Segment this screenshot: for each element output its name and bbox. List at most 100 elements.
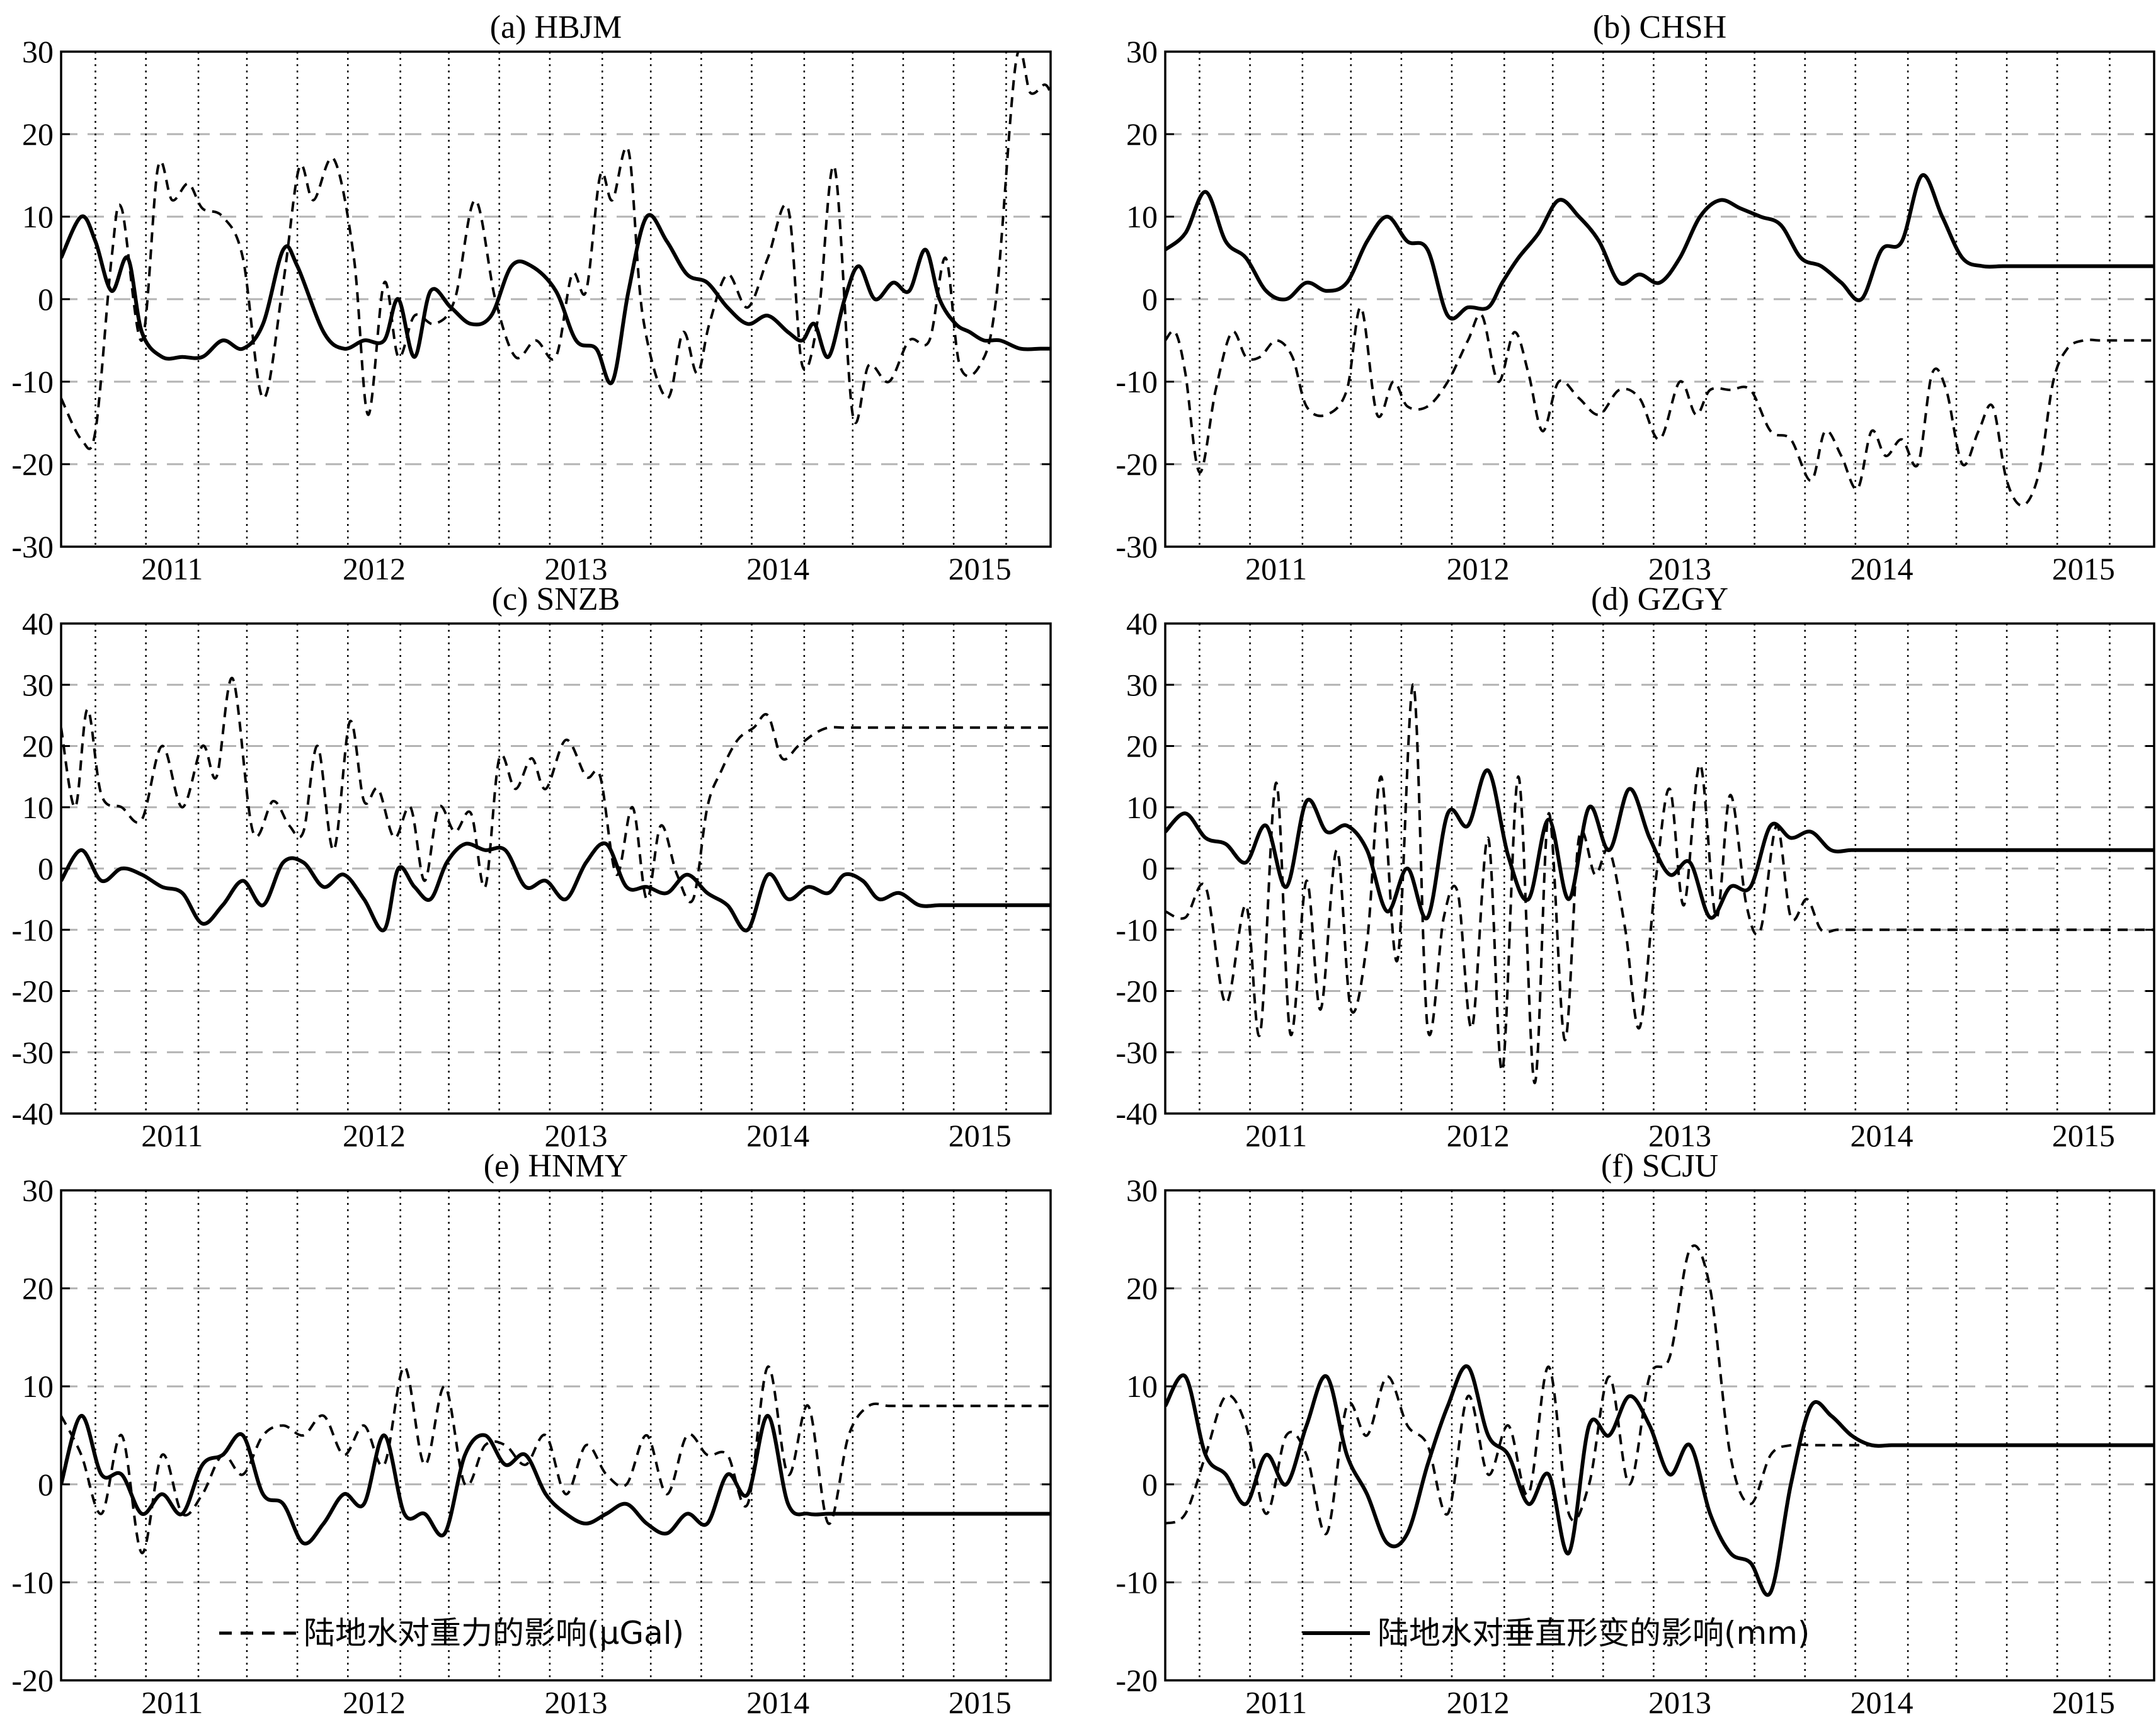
y-tick-label: 0	[1142, 282, 1158, 317]
x-tick-label: 2015	[949, 1118, 1012, 1153]
y-tick-label: -10	[1115, 912, 1158, 947]
plot-frame	[60, 1189, 1052, 1682]
y-tick-label: -20	[1115, 447, 1158, 482]
x-tick-label: 2012	[343, 551, 406, 586]
x-tick-label: 2012	[1447, 1685, 1510, 1720]
chart-panel-4: 40 30 20 10 0 -10 -20 -30 -40 2011 2012 2013 2014 201…	[1115, 581, 2155, 1153]
x-tick-label: 2015	[2052, 551, 2115, 586]
x-tick-label: 2012	[1447, 551, 1510, 586]
legend-gravity: 陆地水对重力的影响(μGal)	[219, 1615, 684, 1651]
y-tick-label: 10	[1126, 1369, 1158, 1404]
x-tick-label: 2014	[1850, 551, 1913, 586]
x-tick-label: 2014	[1850, 1118, 1913, 1153]
y-tick-label: 0	[38, 282, 54, 317]
y-tick-label: 20	[1126, 729, 1158, 764]
x-tick-label: 2013	[1648, 1685, 1711, 1720]
y-tick-label: -30	[1115, 529, 1158, 564]
y-tick-label: -30	[1115, 1035, 1158, 1070]
y-tick-label: -40	[1115, 1096, 1158, 1131]
x-tick-label: 2015	[2052, 1685, 2115, 1720]
y-tick-label: -20	[1115, 974, 1158, 1009]
gravity-series-line	[1165, 1244, 2154, 1535]
y-tick-label: 30	[22, 1173, 54, 1208]
panel-title: (e) HNMY	[484, 1148, 629, 1184]
y-tick-label: 10	[22, 790, 54, 825]
deformation-series-line	[61, 841, 1051, 933]
plot-frame	[1164, 1189, 2155, 1682]
y-tick-label: 20	[22, 1271, 54, 1306]
y-tick-label: -40	[11, 1096, 54, 1131]
x-tick-label: 2015	[949, 1685, 1012, 1720]
x-tick-label: 2013	[545, 1685, 608, 1720]
gravity-series-line	[61, 52, 1051, 450]
y-tick-label: 0	[38, 851, 54, 886]
chart-panel-6: 30 20 10 0 -10 -20 2011 2012 2013 2014 2015 (f) SCJ…	[1115, 1148, 2155, 1720]
chart-panel-5: 30 20 10 0 -10 -20 2011 2012 2013 2014 2015 (e) HNM…	[11, 1148, 1052, 1720]
y-tick-label: 10	[1126, 199, 1158, 234]
deformation-series-line	[1165, 768, 2154, 921]
y-tick-label: -10	[1115, 364, 1158, 399]
y-tick-label: -10	[11, 364, 54, 399]
y-tick-label: 30	[1126, 34, 1158, 69]
y-tick-label: 20	[22, 117, 54, 152]
x-tick-label: 2014	[1850, 1685, 1913, 1720]
y-tick-label: 0	[1142, 851, 1158, 886]
x-tick-label: 2011	[141, 1685, 203, 1720]
y-tick-label: -30	[11, 1035, 54, 1070]
panel-title: (f) SCJU	[1601, 1148, 1718, 1184]
y-tick-label: -20	[11, 974, 54, 1009]
y-tick-label: 10	[1126, 790, 1158, 825]
x-tick-label: 2011	[141, 551, 203, 586]
gravity-series-line	[61, 1365, 1051, 1554]
panel-title: (d) GZGY	[1591, 581, 1728, 617]
panel-title: (a) HBJM	[490, 9, 622, 45]
x-tick-label: 2013	[1648, 1118, 1711, 1153]
y-tick-label: 40	[1126, 606, 1158, 641]
x-tick-label: 2012	[1447, 1118, 1510, 1153]
y-tick-label: -20	[11, 447, 54, 482]
x-tick-label: 2013	[1648, 551, 1711, 586]
legend-deformation: 陆地水对垂直形变的影响(mm)	[1303, 1615, 1810, 1651]
y-tick-label: -30	[11, 529, 54, 564]
x-tick-label: 2015	[2052, 1118, 2115, 1153]
legend-deformation-label: 陆地水对垂直形变的影响(mm)	[1377, 1615, 1810, 1651]
gravity-series-line	[1165, 683, 2154, 1085]
y-tick-label: -20	[11, 1663, 54, 1698]
y-tick-label: 10	[22, 199, 54, 234]
x-tick-label: 2012	[343, 1118, 406, 1153]
x-tick-label: 2011	[1245, 1118, 1307, 1153]
y-tick-label: 30	[1126, 1173, 1158, 1208]
deformation-series-line	[1165, 1364, 2154, 1597]
y-tick-label: 20	[1126, 1271, 1158, 1306]
deformation-series-line	[1165, 173, 2154, 321]
y-tick-label: 0	[1142, 1467, 1158, 1502]
y-tick-label: -10	[1115, 1564, 1158, 1600]
y-tick-label: 10	[22, 1369, 54, 1404]
deformation-series-line	[61, 1413, 1051, 1546]
x-tick-label: 2013	[545, 551, 608, 586]
deformation-series-line	[61, 213, 1051, 385]
y-tick-label: 30	[22, 667, 54, 702]
panel-title: (c) SNZB	[492, 581, 620, 617]
y-tick-label: 20	[1126, 117, 1158, 152]
y-tick-label: -10	[11, 1564, 54, 1600]
legend-gravity-label: 陆地水对重力的影响(μGal)	[304, 1615, 684, 1651]
x-tick-label: 2014	[746, 1685, 809, 1720]
chart-panel-3: 40 30 20 10 0 -10 -20 -30 -40 2011 2012 2013 2014 201…	[11, 581, 1052, 1153]
chart-panel-2: 30 20 10 0 -10 -20 -30 2011 2012 2013 2014 2015 (b) …	[1115, 9, 2155, 586]
panel-title: (b) CHSH	[1593, 9, 1726, 45]
x-tick-label: 2011	[1245, 1685, 1307, 1720]
x-tick-label: 2015	[949, 551, 1012, 586]
y-tick-label: 40	[22, 606, 54, 641]
chart-panel-1: 30 20 10 0 -10 -20 -30 2011 2012 2013 2014 2015 (a) …	[11, 9, 1052, 586]
x-tick-label: 2014	[746, 551, 809, 586]
gravity-series-line	[61, 676, 1051, 904]
y-tick-label: 30	[1126, 667, 1158, 702]
x-tick-label: 2013	[545, 1118, 608, 1153]
gravity-series-line	[1165, 306, 2154, 507]
x-tick-label: 2012	[343, 1685, 406, 1720]
y-tick-label: 30	[22, 34, 54, 69]
x-tick-label: 2014	[746, 1118, 809, 1153]
y-tick-label: 0	[38, 1467, 54, 1502]
